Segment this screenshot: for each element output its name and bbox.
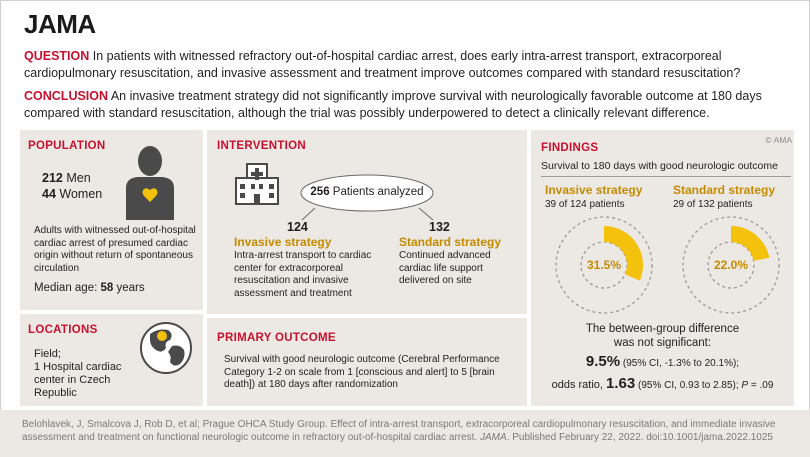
invasive-strategy-desc: Intra-arrest transport to cardiac center… bbox=[234, 250, 372, 299]
population-title: POPULATION bbox=[28, 140, 106, 152]
conclusion-keyword: CONCLUSION bbox=[24, 89, 109, 103]
hospital-icon bbox=[235, 163, 279, 205]
findings-standard-label: Standard strategy bbox=[673, 183, 776, 197]
question-text: QUESTION In patients with witnessed refr… bbox=[24, 48, 794, 82]
primary-outcome-title: PRIMARY OUTCOME bbox=[217, 332, 336, 344]
invasive-donut-outline bbox=[555, 216, 653, 314]
population-panel: POPULATION 212 Men 44 Women Adults with … bbox=[20, 130, 203, 310]
locations-title: LOCATIONS bbox=[28, 324, 98, 336]
population-description: Adults with witnessed out-of-hospital ca… bbox=[34, 225, 196, 274]
standard-strategy-label: Standard strategy bbox=[399, 235, 502, 249]
heart-icon bbox=[142, 188, 158, 202]
standard-donut-inner-outline bbox=[707, 241, 755, 289]
invasive-count: 124 bbox=[287, 220, 308, 234]
intervention-ellipse bbox=[300, 174, 434, 221]
difference-statement: The between-group difference was not sig… bbox=[585, 323, 740, 349]
difference-value: 9.5% (95% CI, -1.3% to 20.1%); bbox=[585, 353, 740, 370]
standard-donut-segment bbox=[692, 226, 770, 304]
invasive-strategy-label: Invasive strategy bbox=[234, 235, 332, 249]
jama-logo: JAMA bbox=[24, 9, 96, 39]
invasive-donut-segment bbox=[565, 226, 643, 304]
invasive-percent: 31.5% bbox=[586, 258, 622, 272]
population-median-age: Median age: 58 years bbox=[34, 282, 145, 294]
intervention-panel: INTERVENTION 256 Patients analyzed 124 I… bbox=[207, 130, 527, 314]
findings-title: FINDINGS bbox=[541, 142, 599, 154]
population-men: 212 Men bbox=[42, 171, 91, 185]
standard-count: 132 bbox=[429, 220, 450, 234]
odds-ratio: odds ratio, 1.63 (95% CI, 0.93 to 2.85);… bbox=[551, 375, 774, 392]
conclusion-text: CONCLUSION An invasive treatment strateg… bbox=[24, 88, 794, 122]
primary-outcome-text: Survival with good neurologic outcome (C… bbox=[224, 354, 500, 390]
findings-standard-detail: 29 of 132 patients bbox=[673, 199, 753, 210]
findings-invasive-label: Invasive strategy bbox=[545, 183, 643, 197]
question-keyword: QUESTION bbox=[24, 49, 90, 63]
standard-donut-outline bbox=[682, 216, 780, 314]
conclusion-body: An invasive treatment strategy did not s… bbox=[24, 89, 762, 120]
intervention-title: INTERVENTION bbox=[217, 140, 307, 152]
findings-panel: FINDINGS Survival to 180 days with good … bbox=[531, 130, 794, 406]
globe-icon bbox=[140, 322, 192, 374]
primary-outcome-panel: PRIMARY OUTCOME Survival with good neuro… bbox=[207, 318, 527, 406]
location-marker-icon bbox=[157, 331, 167, 341]
ama-copyright: © AMA bbox=[765, 135, 792, 145]
standard-strategy-desc: Continued advanced cardiac life support … bbox=[399, 250, 491, 286]
standard-percent: 22.0% bbox=[713, 258, 749, 272]
locations-text: Field; 1 Hospital cardiac center in Czec… bbox=[34, 348, 122, 399]
patients-analyzed: 256 Patients analyzed bbox=[310, 186, 424, 198]
population-women: 44 Women bbox=[42, 187, 103, 201]
question-body: In patients with witnessed refractory ou… bbox=[24, 49, 741, 80]
findings-invasive-detail: 39 of 124 patients bbox=[545, 199, 625, 210]
person-icon bbox=[126, 146, 174, 220]
findings-donuts bbox=[555, 216, 780, 314]
locations-panel: LOCATIONS Field; 1 Hospital cardiac cent… bbox=[20, 314, 203, 406]
findings-subtitle: Survival to 180 days with good neurologi… bbox=[541, 160, 791, 177]
citation-footer: Belohlavek, J, Smalcova J, Rob D, et al;… bbox=[0, 410, 810, 457]
